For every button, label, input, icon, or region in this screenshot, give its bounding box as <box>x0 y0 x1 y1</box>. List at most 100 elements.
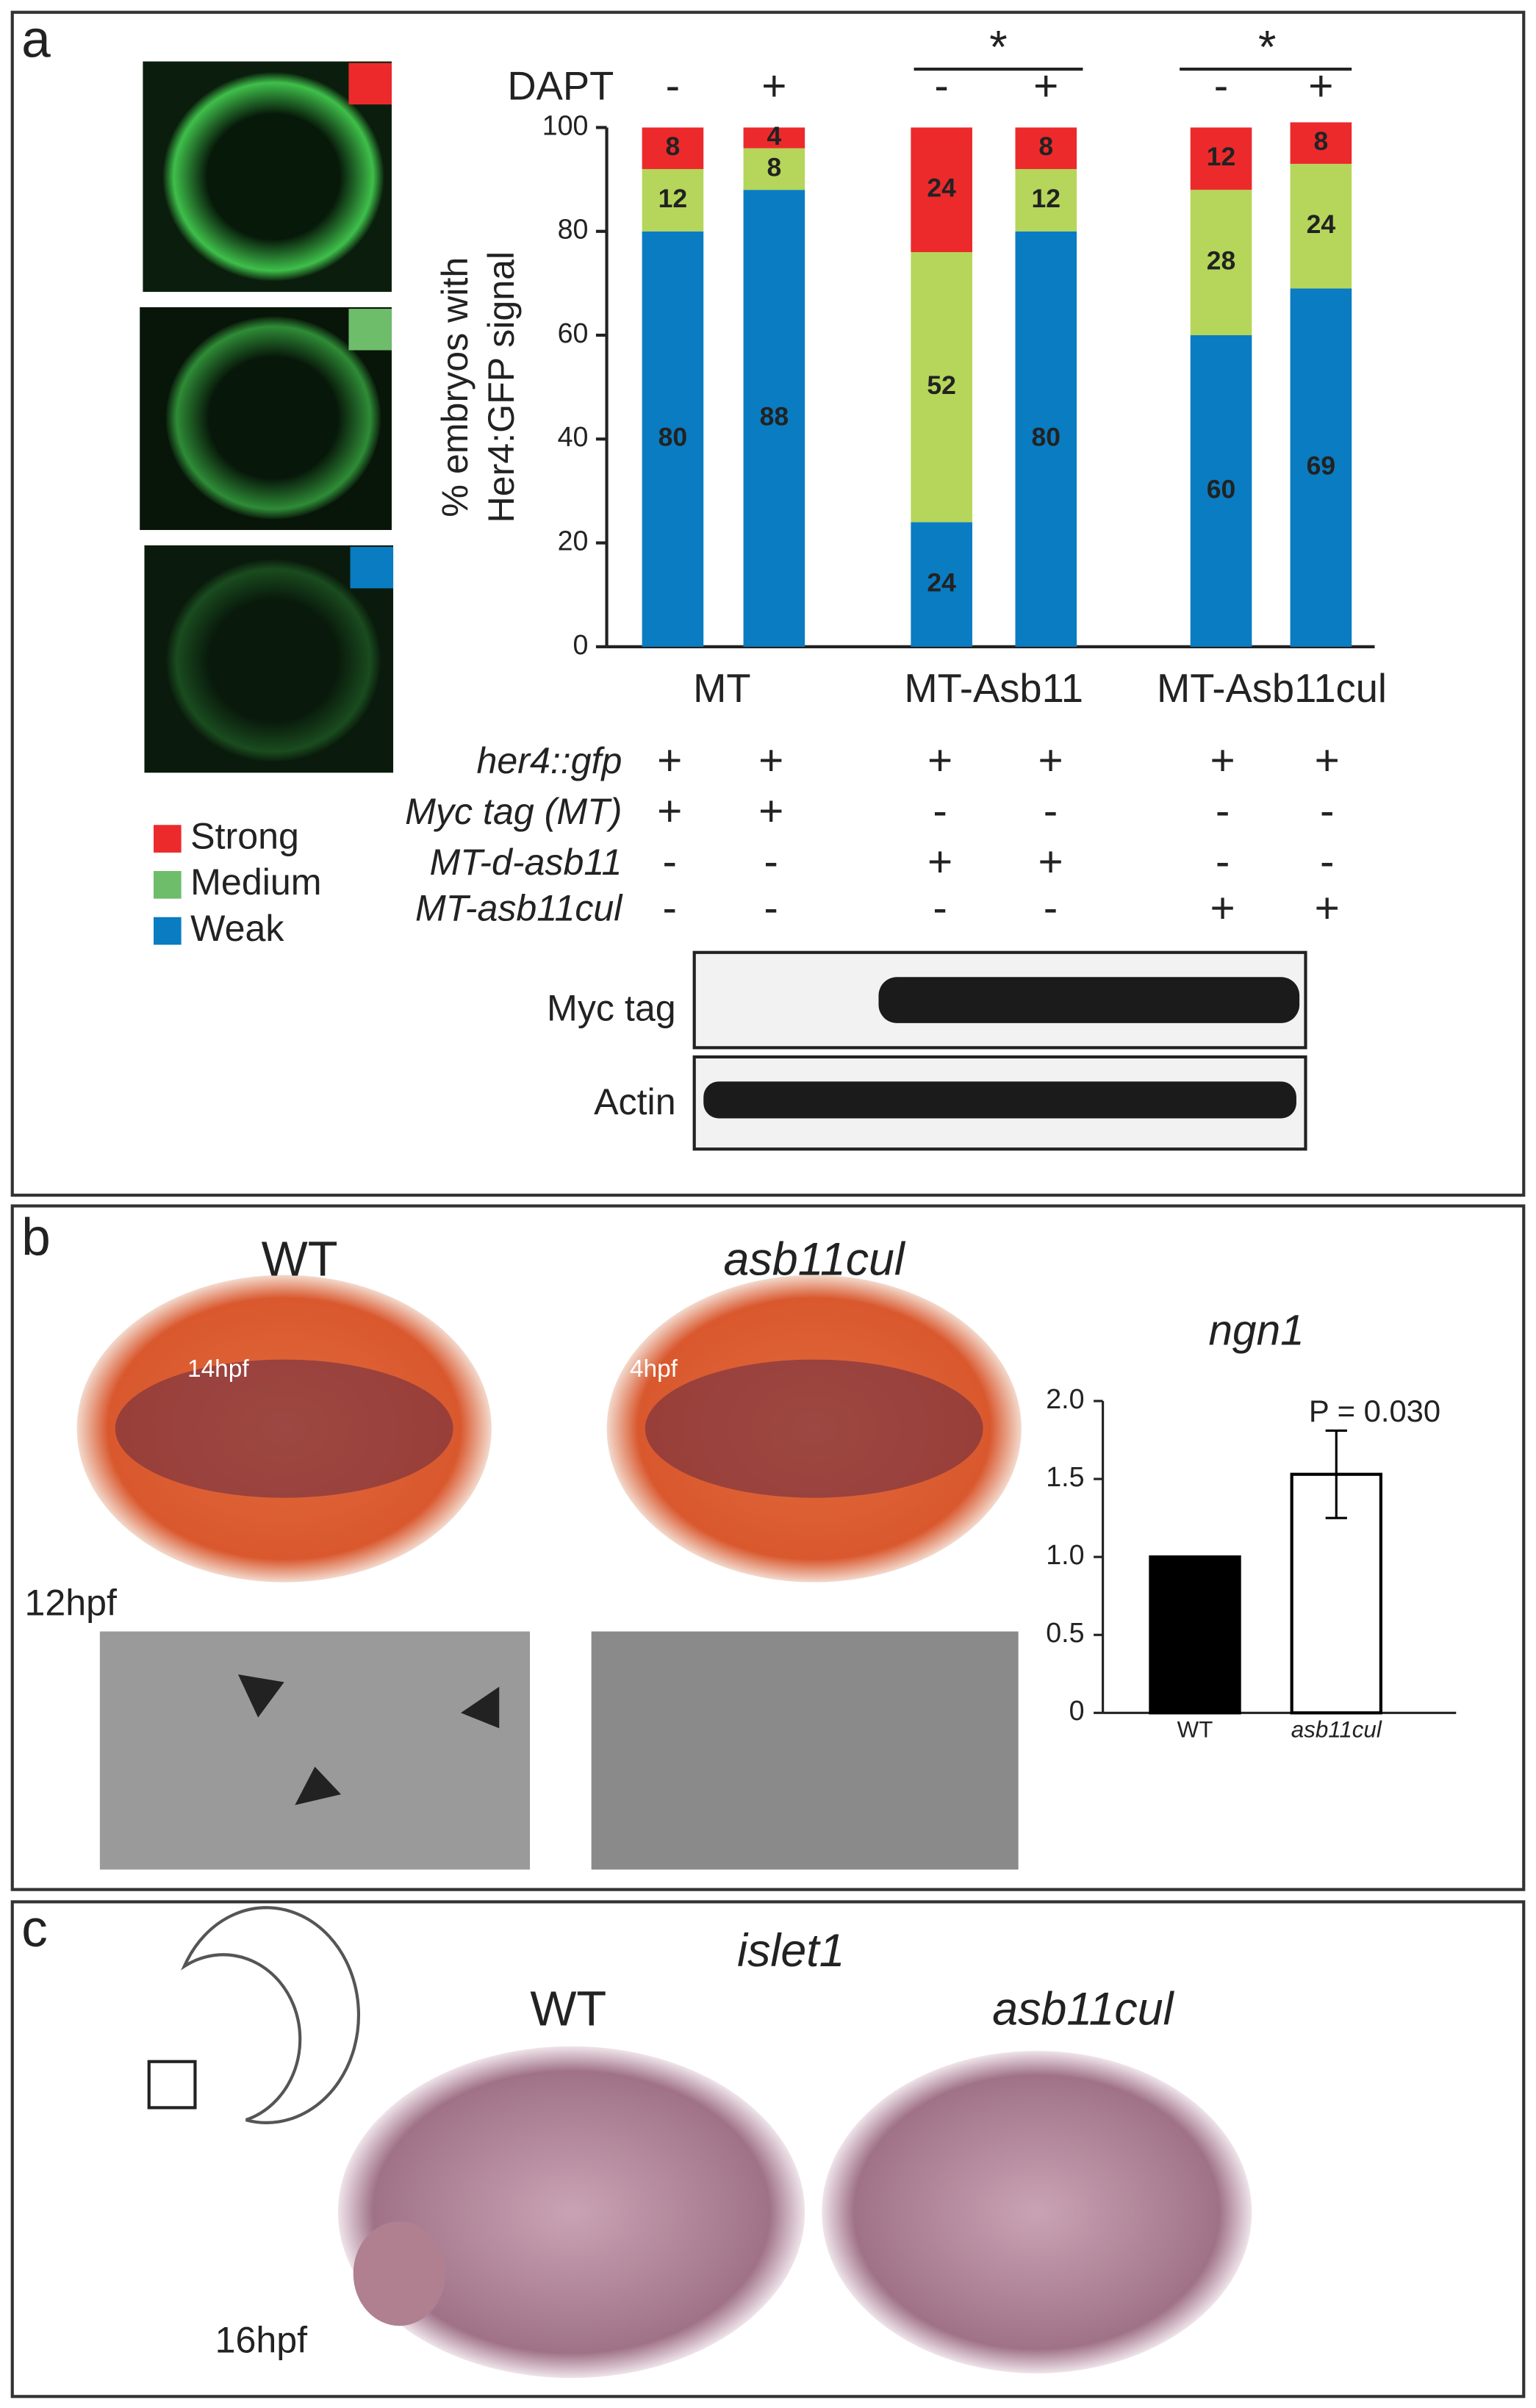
legend-label: Strong <box>190 815 299 856</box>
dapt-label: - <box>666 62 680 110</box>
genotype-label: asb11cul <box>724 1234 906 1286</box>
group-label: MT-Asb11cul <box>1157 666 1387 711</box>
bar-segment <box>1015 168 1077 232</box>
row-label: Myc tag (MT) <box>405 791 622 832</box>
panel-frames <box>10 10 1526 2398</box>
cell: + <box>758 737 783 784</box>
annotation: P = 0.030 <box>1309 1394 1440 1428</box>
bar <box>1290 1472 1382 1715</box>
bar-segment <box>743 148 805 190</box>
x-tick-label: asb11cul <box>1291 1717 1382 1743</box>
cell: - <box>1216 787 1230 835</box>
bar-segment <box>1190 335 1252 647</box>
row-label: MT-d-asb11 <box>429 842 622 883</box>
cell: + <box>927 737 952 784</box>
cell: + <box>1315 884 1340 932</box>
blot-label: Myc tag <box>547 987 676 1028</box>
data-label: 4 <box>767 121 781 151</box>
cell: - <box>1044 787 1058 835</box>
group-label: MT-Asb11 <box>904 666 1083 711</box>
x-label: DAPT <box>507 64 614 109</box>
cell: - <box>933 787 947 835</box>
cell: + <box>1210 737 1235 784</box>
bar-segment <box>642 231 704 647</box>
bar-segment <box>1190 190 1252 336</box>
y-tick-label: 60 <box>558 318 589 348</box>
gene-label: islet1 <box>737 1925 844 1977</box>
stamp: 4hpf <box>630 1355 678 1383</box>
y-tick-label: 40 <box>558 421 589 452</box>
stamp: 14hpf <box>187 1355 249 1383</box>
data-label: 24 <box>927 173 956 203</box>
cell: - <box>663 884 677 932</box>
dapt-label: - <box>934 62 948 110</box>
data-label: 24 <box>1307 209 1336 239</box>
y-axis-label: Her4:GFP signal <box>481 251 522 523</box>
data-label: 52 <box>927 370 956 400</box>
row-label: MT-asb11cul <box>415 888 623 929</box>
data-label: 24 <box>927 567 956 597</box>
cell: - <box>1044 884 1058 932</box>
row-label: her4::gfp <box>477 740 622 781</box>
cell: + <box>1210 884 1235 932</box>
bar-segment <box>911 522 972 647</box>
y-tick-label: 0 <box>573 629 589 660</box>
y-tick-label: 0 <box>1069 1695 1085 1726</box>
blot-label: Actin <box>594 1081 675 1122</box>
genotype-table: her4::gfp + + + + + +Myc tag (MT) + + - - - -MT-d-as… <box>405 737 1340 932</box>
cell: - <box>1320 838 1334 886</box>
y-tick-label: 1.5 <box>1046 1461 1084 1492</box>
cell: - <box>663 838 677 886</box>
chart-title: ngn1 <box>1209 1307 1304 1355</box>
data-label: 12 <box>1207 142 1236 171</box>
panel-c-images: WT asb11cul islet1 16hpf <box>147 1906 1252 2379</box>
x-tick-label: WT <box>1177 1717 1213 1743</box>
cell: + <box>657 737 682 784</box>
cell: - <box>1320 787 1334 835</box>
data-label: 8 <box>666 132 681 161</box>
legend-label: Medium <box>190 861 321 903</box>
genotype-label: asb11cul <box>992 1983 1174 2035</box>
bar-segment <box>1290 122 1352 164</box>
panel-b-images: WT asb11cul 12hpf 14hpf 4hpf <box>24 1232 1022 1870</box>
bar-segment <box>911 252 972 523</box>
dapt-label: + <box>761 62 786 110</box>
cell: - <box>1216 838 1230 886</box>
bar-segment <box>1290 288 1352 647</box>
y-tick-label: 2.0 <box>1046 1383 1084 1414</box>
y-tick-label: 20 <box>558 526 589 556</box>
bar-segment <box>1015 231 1077 647</box>
cell: - <box>764 838 778 886</box>
bar-segment <box>642 127 704 169</box>
data-label: 80 <box>658 423 688 452</box>
cell: + <box>1038 838 1063 886</box>
bar-segment <box>743 190 805 647</box>
legend: Strong Medium Weak <box>154 815 322 949</box>
cell: + <box>1315 737 1340 784</box>
y-tick-label: 80 <box>558 214 589 245</box>
stage-label: 12hpf <box>24 1582 117 1623</box>
cell: - <box>933 884 947 932</box>
panel-label: b <box>21 1208 51 1266</box>
cell: + <box>758 787 783 835</box>
data-label: 8 <box>1038 132 1053 161</box>
bar-chart: 0 0.5 1.0 1.5 2.0 ngn1 P = 0.030 WT asb11cul <box>1046 1307 1457 1743</box>
genotype-label: WT <box>530 1982 606 2037</box>
data-label: 28 <box>1207 246 1236 276</box>
bar-segment <box>911 127 972 253</box>
cell: + <box>1038 737 1063 784</box>
bar-segment <box>743 127 805 148</box>
legend-swatch <box>154 917 182 945</box>
cell: + <box>927 838 952 886</box>
y-tick-label: 100 <box>542 110 589 140</box>
stage-label: 16hpf <box>215 2319 308 2360</box>
bar-segment <box>1015 127 1077 169</box>
legend-swatch <box>154 871 182 899</box>
data-label: 8 <box>767 152 781 182</box>
y-tick-label: 0.5 <box>1046 1617 1084 1648</box>
data-label: 60 <box>1207 474 1236 504</box>
group-label: MT <box>693 666 750 711</box>
genotype-label: WT <box>262 1232 338 1287</box>
data-label: 88 <box>760 401 789 431</box>
western-blots: Myc tag Actin <box>547 950 1307 1151</box>
